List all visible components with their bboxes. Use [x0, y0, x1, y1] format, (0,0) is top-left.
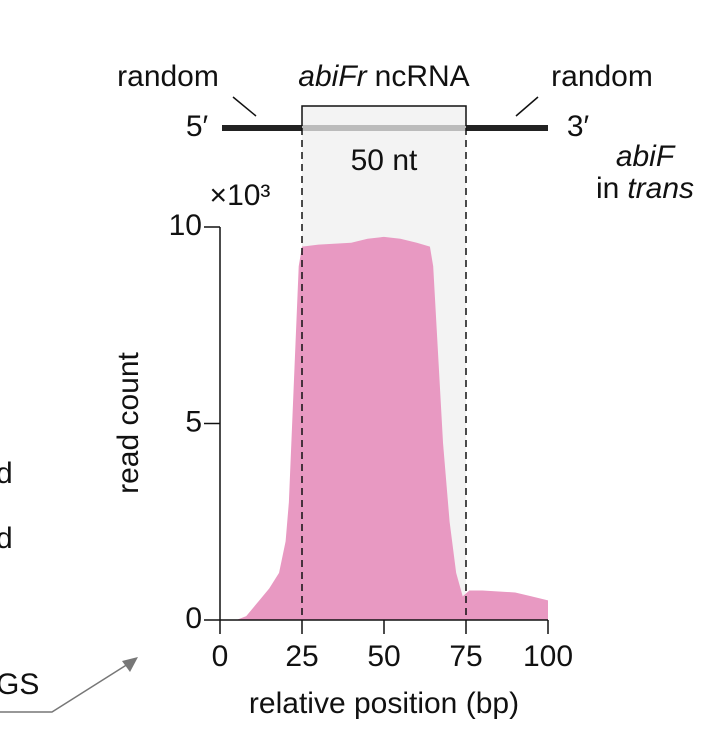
side-label-in: in	[596, 172, 619, 205]
left-label: random	[117, 60, 219, 93]
right-label: random	[551, 60, 653, 93]
fragment: d	[0, 522, 13, 555]
y-tick-label: 0	[185, 602, 202, 635]
left-slash	[232, 96, 257, 117]
x-axis-label: relative position (bp)	[249, 687, 519, 720]
insert-bracket	[301, 105, 467, 126]
right-slash	[515, 96, 539, 117]
x-tick-label: 75	[449, 640, 482, 673]
pointer-arrowhead	[122, 657, 138, 672]
x-tick-label: 0	[212, 640, 229, 673]
length-label: 50 nt	[351, 144, 418, 177]
x-tick-label: 100	[523, 640, 573, 673]
fragment: d	[0, 457, 13, 490]
side-label: in trans	[596, 172, 694, 205]
y-multiplier: ×10³	[210, 179, 271, 212]
y-axis-label: read count	[112, 351, 145, 493]
pointer-line	[0, 663, 129, 713]
side-label-trans: trans	[627, 172, 694, 205]
insert-label: abiFr ncRNA	[298, 60, 469, 93]
side-label-italic: abiF	[616, 140, 676, 173]
fragment: GS	[0, 668, 39, 701]
three-prime: 3′	[567, 110, 590, 143]
x-tick-label: 25	[285, 640, 318, 673]
insert-label-text: ncRNA	[375, 60, 470, 93]
area	[236, 236, 548, 620]
five-prime: 5′	[186, 110, 209, 143]
x-tick-label: 50	[367, 640, 400, 673]
insert-label-italic: abiFr	[298, 60, 367, 93]
y-tick-label: 10	[169, 209, 202, 242]
y-tick-label: 5	[185, 405, 202, 438]
